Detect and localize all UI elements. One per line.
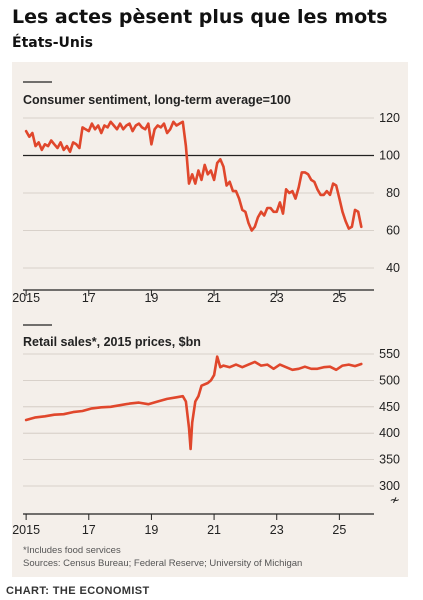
c1-ytick-60: 60 bbox=[386, 224, 400, 238]
page-title: Les actes pèsent plus que les mots bbox=[12, 6, 388, 28]
c1-series-line-0 bbox=[24, 120, 363, 232]
c2-xtick-label-2015: 2015 bbox=[12, 523, 40, 537]
c2-ytick-300: 300 bbox=[379, 479, 400, 493]
c2-xtick-label-2021: 21 bbox=[207, 523, 221, 537]
c1-ytick-120: 120 bbox=[379, 111, 400, 125]
c2-xtick-label-2025: 25 bbox=[332, 523, 346, 537]
c1-xtick-label-2015: 2015 bbox=[12, 291, 40, 305]
c2-ytick-550: 550 bbox=[379, 347, 400, 361]
header: Les actes pèsent plus que les mots États… bbox=[0, 0, 423, 62]
c2-xtick-label-2017: 17 bbox=[82, 523, 96, 537]
chart1-title: Consumer sentiment, long-term average=10… bbox=[23, 93, 291, 107]
c2-ytick-350: 350 bbox=[379, 453, 400, 467]
c1-xtick-label-2017: 17 bbox=[82, 291, 96, 305]
c2-axis-break-mark: ≁ bbox=[390, 493, 400, 507]
c2-series-line-0 bbox=[24, 355, 363, 451]
footnote: *Includes food services bbox=[23, 545, 121, 556]
c1-ytick-100: 100 bbox=[379, 149, 400, 163]
sources-note: Sources: Census Bureau; Federal Reserve;… bbox=[23, 558, 302, 569]
c2-ytick-500: 500 bbox=[379, 373, 400, 387]
c1-xtick-label-2023: 23 bbox=[270, 291, 284, 305]
c2-ytick-400: 400 bbox=[379, 426, 400, 440]
page-subtitle: États-Unis bbox=[12, 35, 94, 51]
chart2-title: Retail sales*, 2015 prices, $bn bbox=[23, 335, 201, 349]
chart-panel: Consumer sentiment, long-term average=10… bbox=[12, 62, 408, 577]
c2-xtick-label-2023: 23 bbox=[270, 523, 284, 537]
c1-ytick-40: 40 bbox=[386, 261, 400, 275]
c1-xtick-label-2021: 21 bbox=[207, 291, 221, 305]
c1-xtick-label-2025: 25 bbox=[332, 291, 346, 305]
c1-ytick-80: 80 bbox=[386, 186, 400, 200]
c1-xtick-label-2019: 19 bbox=[144, 291, 158, 305]
chart-credit: CHART: THE ECONOMIST bbox=[6, 585, 150, 597]
chart-svg: Consumer sentiment, long-term average=10… bbox=[12, 81, 400, 569]
c2-xtick-label-2019: 19 bbox=[144, 523, 158, 537]
c2-ytick-450: 450 bbox=[379, 400, 400, 414]
